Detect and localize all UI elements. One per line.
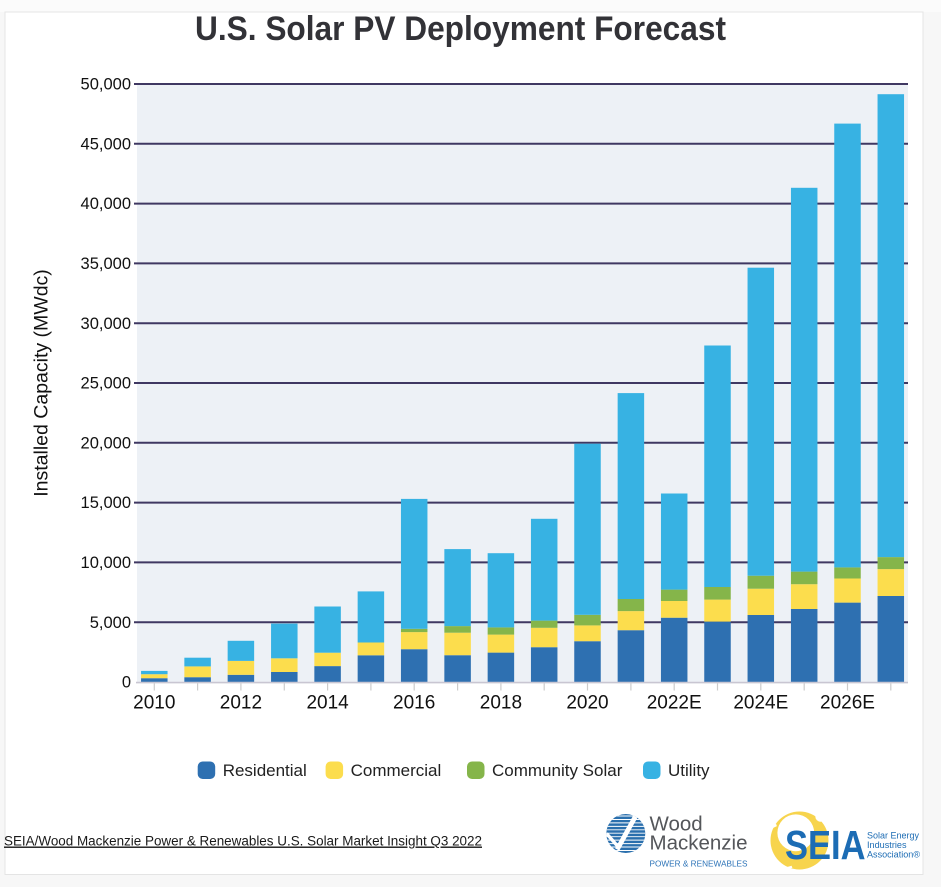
svg-text:35,000: 35,000	[81, 255, 131, 273]
svg-text:2016: 2016	[393, 693, 435, 714]
svg-text:2024E: 2024E	[733, 693, 788, 714]
svg-text:25,000: 25,000	[81, 375, 131, 393]
svg-text:2010: 2010	[133, 693, 175, 714]
svg-text:40,000: 40,000	[81, 195, 131, 213]
svg-text:2020: 2020	[566, 693, 608, 714]
svg-text:30,000: 30,000	[81, 315, 131, 333]
svg-text:20,000: 20,000	[81, 434, 131, 452]
svg-text:Solar Energy: Solar Energy	[867, 830, 919, 841]
svg-text:Wood: Wood	[650, 813, 703, 836]
svg-text:Commercial: Commercial	[351, 761, 442, 780]
svg-text:POWER & RENEWABLES: POWER & RENEWABLES	[650, 859, 748, 869]
svg-text:15,000: 15,000	[81, 494, 131, 512]
svg-text:Utility: Utility	[668, 761, 710, 780]
svg-text:Industries: Industries	[867, 840, 907, 851]
svg-text:U.S. Solar PV Deployment Forec: U.S. Solar PV Deployment Forecast	[195, 10, 726, 48]
svg-text:SEIA/Wood Mackenzie Power & Re: SEIA/Wood Mackenzie Power & Renewables U…	[4, 834, 482, 850]
svg-text:10,000: 10,000	[81, 554, 131, 572]
svg-text:2026E: 2026E	[820, 693, 875, 714]
svg-text:2014: 2014	[306, 693, 349, 714]
svg-text:5,000: 5,000	[90, 614, 131, 632]
svg-text:Installed Capacity (MWdc): Installed Capacity (MWdc)	[31, 269, 53, 497]
svg-text:0: 0	[122, 674, 131, 692]
svg-text:Association®: Association®	[867, 850, 920, 861]
svg-text:Community Solar: Community Solar	[492, 761, 623, 780]
svg-text:45,000: 45,000	[81, 135, 131, 153]
svg-text:SEIA: SEIA	[785, 822, 866, 868]
svg-text:Mackenzie: Mackenzie	[650, 832, 748, 855]
svg-text:2018: 2018	[480, 693, 522, 714]
svg-text:50,000: 50,000	[81, 76, 131, 94]
svg-text:2022E: 2022E	[647, 693, 702, 714]
svg-text:2012: 2012	[220, 693, 262, 714]
svg-text:Residential: Residential	[223, 761, 307, 780]
